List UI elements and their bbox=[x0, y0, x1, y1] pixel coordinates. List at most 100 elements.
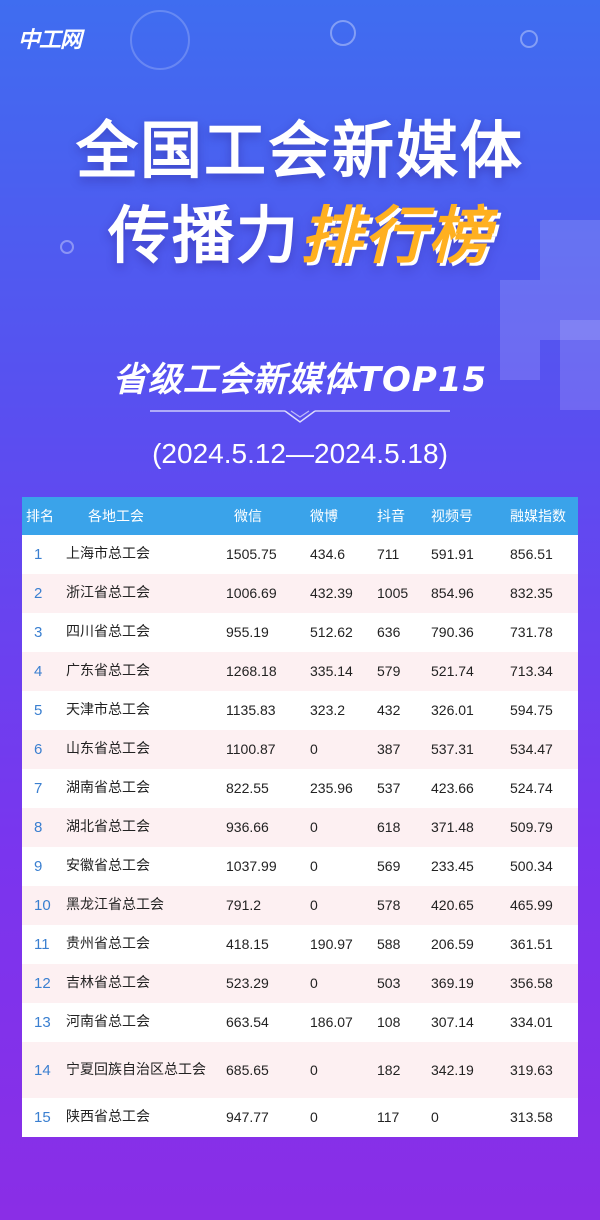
divider-chevron-icon bbox=[150, 410, 450, 423]
cell-rank: 1 bbox=[34, 546, 43, 563]
cell-index: 509.79 bbox=[510, 819, 553, 835]
cell-rank: 11 bbox=[34, 936, 50, 953]
cell-douyin: 1005 bbox=[377, 585, 409, 601]
cell-wechat: 1100.87 bbox=[226, 741, 276, 757]
cell-video: 342.19 bbox=[431, 1061, 474, 1078]
cell-rank: 3 bbox=[34, 624, 43, 641]
cell-douyin: 579 bbox=[377, 663, 401, 679]
cell-union-name: 天津市总工会 bbox=[66, 702, 150, 718]
cell-union-name: 河南省总工会 bbox=[66, 1014, 150, 1030]
table-row: 11 贵州省总工会 418.15 190.97 588 206.59 361.51 bbox=[22, 925, 578, 964]
table-row: 1 上海市总工会 1505.75 434.6 711 591.91 856.51 bbox=[22, 535, 578, 574]
cell-wechat: 1268.18 bbox=[226, 663, 277, 679]
cell-index: 731.78 bbox=[510, 624, 553, 640]
table-row: 15 陕西省总工会 947.77 0 117 0 313.58 bbox=[22, 1098, 578, 1137]
table-header-row: 排名 各地工会 微信 微博 抖音 视频号 融媒指数 bbox=[22, 497, 578, 535]
table-row: 10 黑龙江省总工会 791.2 0 578 420.65 465.99 bbox=[22, 886, 578, 925]
cell-weibo: 323.2 bbox=[310, 702, 346, 718]
cell-rank: 14 bbox=[34, 1061, 51, 1079]
cell-video: 0 bbox=[431, 1109, 439, 1125]
cell-douyin: 503 bbox=[377, 975, 401, 991]
table-row: 14 宁夏回族自治区总工会 685.65 0 182 342.19 319.63 bbox=[22, 1042, 578, 1098]
cell-rank: 9 bbox=[34, 858, 43, 875]
col-header-wechat: 微信 bbox=[234, 509, 262, 525]
cell-douyin: 618 bbox=[377, 819, 401, 835]
cell-weibo: 0 bbox=[310, 858, 318, 874]
cell-rank: 12 bbox=[34, 975, 51, 992]
cell-index: 361.51 bbox=[510, 936, 553, 952]
table-row: 8 湖北省总工会 936.66 0 618 371.48 509.79 bbox=[22, 808, 578, 847]
cell-video: 591.91 bbox=[431, 546, 474, 562]
cell-weibo: 0 bbox=[310, 741, 318, 757]
cell-douyin: 711 bbox=[377, 546, 400, 562]
cell-union-name: 上海市总工会 bbox=[66, 546, 150, 562]
cell-union-name: 四川省总工会 bbox=[66, 624, 150, 640]
cell-union-name: 湖南省总工会 bbox=[66, 780, 150, 796]
cell-douyin: 387 bbox=[377, 741, 401, 757]
cell-weibo: 0 bbox=[310, 819, 318, 835]
cell-video: 854.96 bbox=[431, 585, 474, 601]
col-header-video: 视频号 bbox=[431, 509, 473, 525]
cell-wechat: 791.2 bbox=[226, 897, 262, 913]
cell-union-name: 广东省总工会 bbox=[66, 663, 150, 679]
cell-wechat: 418.15 bbox=[226, 936, 269, 952]
decorative-block bbox=[560, 320, 600, 410]
cell-rank: 5 bbox=[34, 702, 43, 719]
cell-rank: 4 bbox=[34, 663, 43, 680]
cell-weibo: 434.6 bbox=[310, 546, 346, 562]
section-subtitle: 省级工会新媒体TOP15 bbox=[112, 360, 488, 400]
cell-douyin: 117 bbox=[377, 1109, 400, 1125]
decorative-block bbox=[540, 220, 600, 340]
cell-index: 500.34 bbox=[510, 858, 553, 874]
cell-weibo: 0 bbox=[310, 1109, 318, 1125]
col-header-index: 融媒指数 bbox=[510, 509, 566, 525]
cell-index: 356.58 bbox=[510, 975, 553, 991]
table-row: 2 浙江省总工会 1006.69 432.39 1005 854.96 832.35 bbox=[22, 574, 578, 613]
cell-douyin: 636 bbox=[377, 624, 401, 640]
title-highlight: 排行榜 bbox=[300, 199, 493, 272]
cell-rank: 15 bbox=[34, 1109, 51, 1126]
table-row: 13 河南省总工会 663.54 186.07 108 307.14 334.01 bbox=[22, 1003, 578, 1042]
cell-union-name: 湖北省总工会 bbox=[66, 819, 150, 835]
decorative-bubble bbox=[130, 10, 190, 70]
cell-video: 423.66 bbox=[431, 780, 474, 796]
table-row: 5 天津市总工会 1135.83 323.2 432 326.01 594.75 bbox=[22, 691, 578, 730]
cell-index: 594.75 bbox=[510, 702, 553, 718]
cell-union-name: 宁夏回族自治区总工会 bbox=[66, 1061, 206, 1078]
decorative-bubble bbox=[60, 240, 74, 254]
cell-video: 371.48 bbox=[431, 819, 474, 835]
cell-weibo: 190.97 bbox=[310, 936, 353, 952]
title-plain: 传播力 bbox=[107, 199, 300, 272]
page-title-line1: 全国工会新媒体 bbox=[75, 114, 524, 187]
cell-union-name: 浙江省总工会 bbox=[66, 585, 150, 601]
cell-douyin: 578 bbox=[377, 897, 401, 913]
cell-index: 832.35 bbox=[510, 585, 553, 601]
cell-weibo: 0 bbox=[310, 975, 318, 991]
cell-index: 465.99 bbox=[510, 897, 553, 913]
cell-index: 713.34 bbox=[510, 663, 553, 679]
table-row: 3 四川省总工会 955.19 512.62 636 790.36 731.78 bbox=[22, 613, 578, 652]
cell-video: 307.14 bbox=[431, 1014, 474, 1030]
cell-weibo: 235.96 bbox=[310, 780, 353, 796]
date-range: (2024.5.12—2024.5.18) bbox=[152, 438, 448, 469]
cell-video: 420.65 bbox=[431, 897, 474, 913]
cell-wechat: 685.65 bbox=[226, 1061, 269, 1078]
ranking-table: 排名 各地工会 微信 微博 抖音 视频号 融媒指数 1 上海市总工会 1505.75… bbox=[22, 497, 578, 1137]
cell-wechat: 663.54 bbox=[226, 1014, 269, 1030]
cell-video: 206.59 bbox=[431, 936, 474, 952]
cell-rank: 10 bbox=[34, 897, 51, 914]
cell-rank: 7 bbox=[34, 780, 43, 797]
cell-douyin: 432 bbox=[377, 702, 401, 718]
cell-wechat: 1037.99 bbox=[226, 858, 277, 874]
cell-douyin: 108 bbox=[377, 1014, 401, 1030]
decorative-bubble bbox=[330, 20, 356, 46]
decorative-block bbox=[500, 280, 540, 380]
page-title-line2: 传播力排行榜 bbox=[0, 185, 600, 275]
cell-rank: 6 bbox=[34, 741, 43, 758]
cell-union-name: 吉林省总工会 bbox=[66, 975, 150, 991]
table-row: 12 吉林省总工会 523.29 0 503 369.19 356.58 bbox=[22, 964, 578, 1003]
table-row: 9 安徽省总工会 1037.99 0 569 233.45 500.34 bbox=[22, 847, 578, 886]
cell-wechat: 1135.83 bbox=[226, 702, 276, 718]
cell-index: 313.58 bbox=[510, 1109, 553, 1125]
cell-weibo: 335.14 bbox=[310, 663, 353, 679]
